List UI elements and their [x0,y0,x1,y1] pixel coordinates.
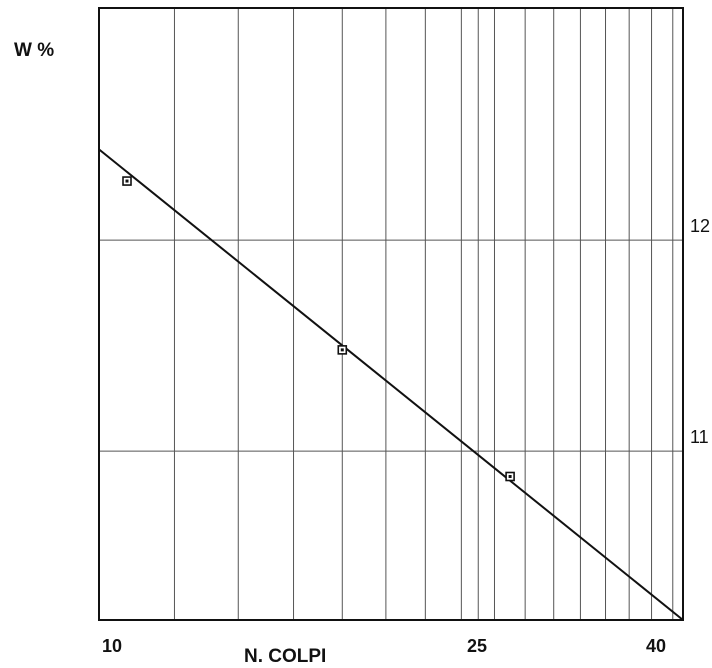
data-point-center [340,348,344,352]
x-tick-label: 10 [102,636,122,656]
y-tick-label: 12 [690,216,710,236]
y-tick-label: 11 [690,427,709,447]
y-axis-label: W % [14,40,54,61]
horizontal-gridlines [99,239,683,452]
series-layer [98,148,684,621]
plot-frame [98,7,684,621]
vertical-gridlines [173,8,674,620]
y-tick-labels: 12 11 [690,216,710,447]
fit-line [98,148,684,621]
x-axis-label: N. COLPI [244,646,326,667]
data-point-center [508,474,512,478]
data-point-center [125,179,129,183]
x-tick-labels: 10 25 40 [102,636,666,656]
x-tick-label: 25 [467,636,487,656]
x-tick-label: 40 [646,636,666,656]
